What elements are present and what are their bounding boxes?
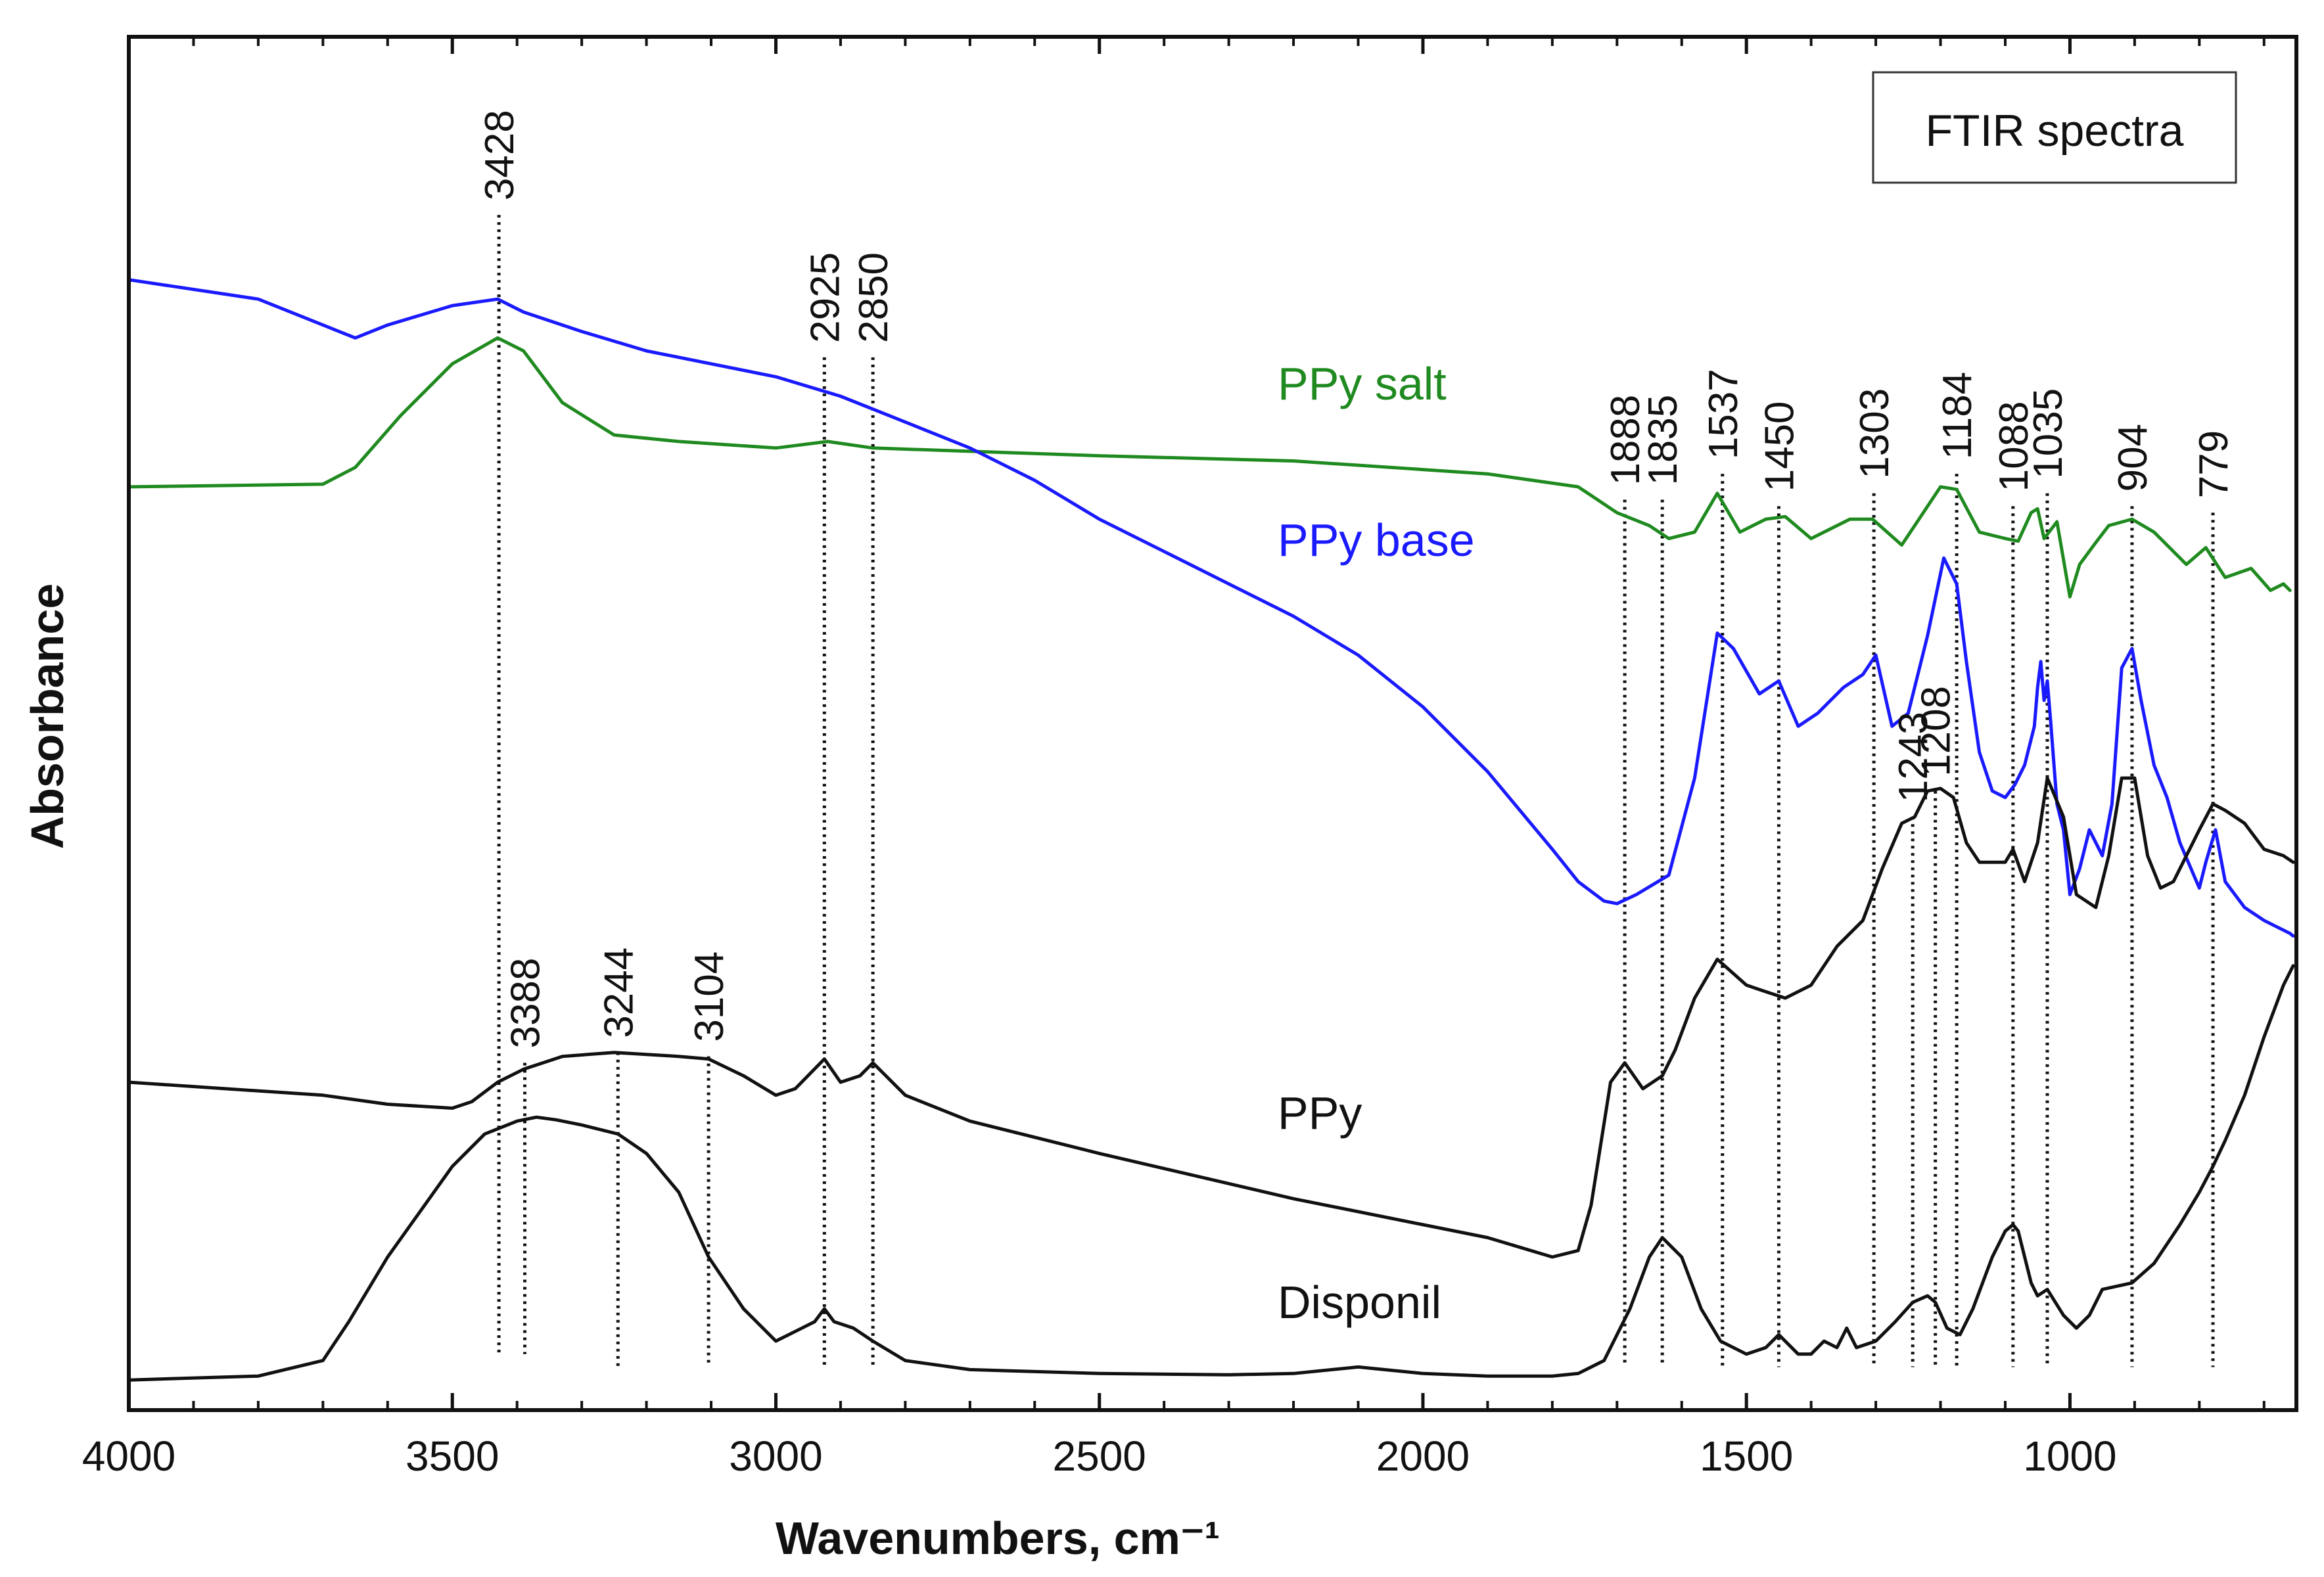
legend-box: FTIR spectra bbox=[1872, 71, 2237, 184]
x-axis-ticks: 4000 3500 3000 2500 2000 1500 1000 bbox=[82, 37, 2266, 1480]
x-axis-title: Wavenumbers, cm⁻¹ bbox=[776, 1513, 1220, 1564]
series-line-disponil bbox=[127, 964, 2295, 1382]
peak-label-1035: 1035 bbox=[2026, 388, 2071, 479]
peak-label-1243: 1243 bbox=[1891, 712, 1936, 802]
x-tick-label-3500: 3500 bbox=[406, 1432, 499, 1480]
peak-label-1208: 1208 bbox=[1914, 686, 1959, 777]
x-tick-label-1000: 1000 bbox=[2023, 1432, 2116, 1480]
peak-label-1303: 1303 bbox=[1852, 388, 1897, 479]
x-tick-label-4000: 4000 bbox=[82, 1432, 175, 1480]
peak-label-779: 779 bbox=[2191, 430, 2237, 498]
peak-label-1450: 1450 bbox=[1757, 401, 1802, 491]
peak-label-1537: 1537 bbox=[1701, 369, 1746, 459]
series-line-ppy bbox=[127, 776, 2295, 1259]
peak-label-3244: 3244 bbox=[596, 948, 641, 1038]
peak-label-1888: 1888 bbox=[1603, 395, 1648, 486]
peak-label-3388: 3388 bbox=[503, 958, 549, 1049]
peak-label-3104: 3104 bbox=[687, 951, 732, 1042]
x-tick-label-1500: 1500 bbox=[1700, 1432, 1793, 1480]
peak-label-1184: 1184 bbox=[1935, 372, 1980, 459]
x-tick-label-3000: 3000 bbox=[729, 1432, 822, 1480]
series-label-disponil: Disponil bbox=[1278, 1277, 1441, 1328]
series-label-ppy: PPy bbox=[1278, 1087, 1362, 1139]
peak-label-2925: 2925 bbox=[802, 252, 848, 343]
plot-frame bbox=[127, 35, 2298, 1412]
peak-label-1835: 1835 bbox=[1640, 395, 1686, 486]
spectra-series bbox=[127, 278, 2295, 1382]
chart-title: FTIR spectra bbox=[1926, 106, 2184, 156]
series-line-ppy-base bbox=[127, 278, 2295, 1130]
x-tick-label-2500: 2500 bbox=[1053, 1432, 1146, 1480]
peak-label-1088: 1088 bbox=[1991, 401, 2037, 491]
peak-label-904: 904 bbox=[2110, 424, 2156, 491]
x-tick-label-2000: 2000 bbox=[1376, 1432, 1470, 1480]
y-axis-title: Absorbance bbox=[22, 583, 73, 850]
series-label-ppy-salt: PPy salt bbox=[1278, 358, 1447, 409]
series-line-ppy-salt bbox=[127, 336, 2292, 599]
series-label-ppy-base: PPy base bbox=[1278, 514, 1475, 566]
peak-label-3428: 3428 bbox=[477, 110, 523, 200]
peak-label-2850: 2850 bbox=[851, 252, 896, 343]
series-labels: PPy salt PPy base PPy Disponil bbox=[1278, 358, 1475, 1328]
